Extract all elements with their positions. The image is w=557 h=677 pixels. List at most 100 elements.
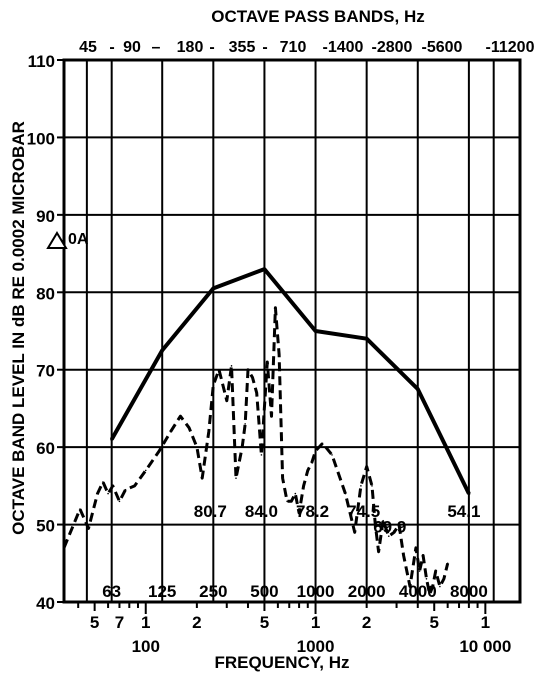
chart-title: OCTAVE PASS BANDS, Hz [211,7,424,26]
octave-band-label: 45 [79,39,97,56]
y-tick-label: 70 [36,362,55,381]
octave-band-label: -1400 [323,39,364,56]
dashed-series-line [62,306,450,596]
octave-band-label: - [109,39,114,56]
center-freq-label: 125 [148,582,176,601]
dashed-series-point [235,477,237,479]
dashed-series-point [374,523,377,526]
dashed-series-point [310,461,313,464]
octave-band-label: -2800 [372,39,413,56]
x-major-tick-label: 100 [132,637,160,656]
x-minor-tick-label: 5 [90,613,99,632]
dashed-series-point [398,523,400,526]
dashed-series-point [87,527,90,530]
y-tick-label: 40 [36,594,55,613]
gridlines [57,59,520,614]
dashed-series-point [278,353,280,356]
dashed-series-point [434,570,437,572]
center-freq-label: 8000 [450,582,488,601]
dashed-series-point [260,454,263,456]
octave-band-label: – [152,39,161,56]
solid-series-point [314,329,318,333]
x-minor-tick-label: 7 [115,613,124,632]
solid-series-point [262,267,266,271]
x-major-tick-label: 1000 [297,637,335,656]
octave-band-label: 355 [229,39,256,56]
overall-marker: 0A [46,231,89,249]
dashed-series-point [201,477,203,479]
solid-series-point [211,286,215,290]
center-freq-label: 4000 [399,582,437,601]
dashed-series-point [218,368,220,371]
x-major-tick-label: 10 000 [459,637,511,656]
triangle-marker-icon [46,231,68,249]
dashed-series-point [179,415,182,417]
y-tick-label: 110 [28,52,55,71]
dashed-series-point [274,306,277,309]
dashed-series-point [225,399,228,402]
band-value-label: 69.9 [373,517,406,536]
octave-band-label: 710 [280,39,307,56]
dashed-series-point [207,430,210,433]
band-value-label: 84.0 [245,502,278,521]
dashed-series-point [247,368,249,371]
solid-series-point [467,492,471,496]
dashed-series-point [124,488,127,491]
dashed-series-point [294,492,297,495]
dashed-series-point [107,492,109,495]
y-tick-label: 90 [36,207,55,226]
dashed-series-point [314,450,317,452]
dashed-series-point [63,547,65,549]
dashed-series-point [251,376,254,379]
dashed-series-point [321,442,324,445]
dashed-series-point [418,570,421,572]
octave-band-label: -5600 [422,39,463,56]
y-tick-label: 50 [36,517,55,536]
dashed-series-point [158,450,160,452]
solid-series-point [110,437,114,441]
dashed-series-point [302,485,305,487]
dashed-series-point [387,535,390,537]
dashed-series-point [196,446,198,448]
dashed-series-point [270,415,273,417]
solid-series-point [365,337,369,341]
dashed-series-point [118,500,121,503]
x-minor-tick-label: 1 [311,613,320,632]
x-minor-tick-label: 2 [362,613,371,632]
x-minor-tick-label: 1 [481,613,490,632]
dashed-series-point [244,423,246,425]
dashed-series-point [241,446,244,448]
dashed-series-point [431,585,434,588]
dashed-series-point [212,384,215,387]
dashed-series-point [169,430,172,433]
y-tick-label: 100 [27,129,55,148]
solid-series-point [160,348,164,352]
band-value-label: 74.5 [347,502,380,521]
band-value-label: 78.2 [296,502,329,521]
dashed-series-point [230,365,233,367]
center-freq-label: 63 [102,582,121,601]
dashed-series-point [443,577,445,580]
center-freq-label: 1000 [297,582,335,601]
dashed-series-point [360,485,362,487]
dashed-series-point [382,519,384,522]
center-freq-label: 250 [199,582,227,601]
dashed-series-point [102,481,104,483]
octave-band-label: 90 [123,39,141,56]
center-freq-label: 2000 [348,582,386,601]
octave-band-label: 180 [177,39,204,56]
dashed-series-point [415,547,417,549]
dashed-series-point [393,531,395,534]
dashed-series-point [402,554,405,557]
y-tick-label: 80 [36,284,55,303]
dashed-series-point [365,465,368,468]
solid-series-point [416,387,420,391]
octave-band-label: - [209,39,214,56]
dashed-series-point [96,492,99,495]
series-group [62,267,471,596]
center-freq-label: 500 [250,582,278,601]
dashed-series-point [255,392,258,394]
dashed-series-point [266,361,269,363]
dashed-series-point [439,585,441,588]
